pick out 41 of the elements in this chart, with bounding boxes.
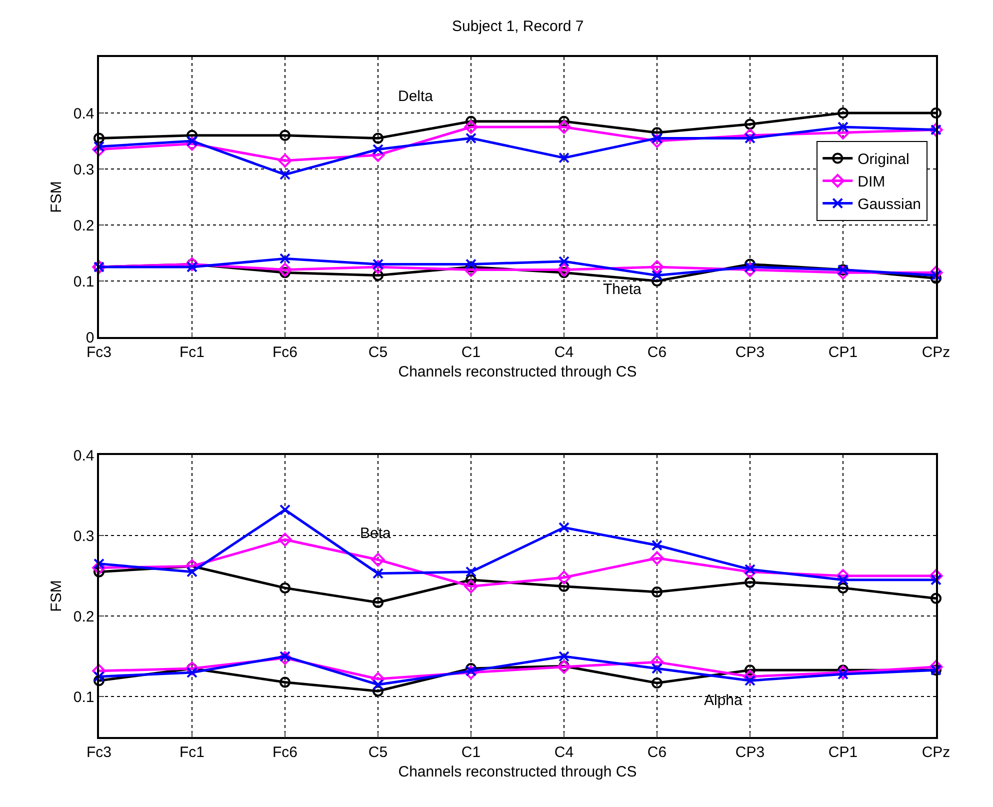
x-tick-label: C5: [368, 744, 388, 761]
y-tick-label: 0.3: [73, 528, 94, 545]
y-axis-title: FSM: [48, 580, 66, 612]
y-tick-label: 0.4: [73, 447, 94, 464]
annotation: Theta: [603, 281, 642, 298]
y-tick-label: 0.2: [73, 217, 94, 234]
y-tick-label: 0.2: [73, 608, 94, 626]
annotation: Delta: [398, 88, 434, 105]
y-tick-label: 0.4: [73, 105, 94, 122]
legend-label: DIM: [858, 174, 886, 191]
annotation: Alpha: [704, 692, 744, 709]
legend-label: Original: [858, 151, 910, 168]
x-tick-label: CPz: [922, 344, 950, 361]
x-tick-label: C6: [647, 744, 667, 761]
annotation: Beta: [360, 525, 392, 542]
x-tick-label: Fc6: [272, 344, 298, 361]
x-tick-label: C1: [461, 744, 481, 761]
y-tick-label: 0.1: [73, 688, 94, 706]
x-tick-label: C1: [461, 344, 481, 361]
x-tick-label: Fc6: [272, 744, 298, 761]
chart-title: Subject 1, Record 7: [452, 18, 584, 35]
x-tick-label: CP3: [735, 744, 765, 761]
y-tick-label: 0.3: [73, 161, 94, 178]
y-tick-label: 0.1: [73, 273, 94, 290]
x-tick-label: C6: [647, 344, 667, 361]
x-tick-label: C4: [554, 344, 574, 361]
x-tick-label: Fc1: [179, 744, 205, 761]
x-axis-title: Channels reconstructed through CS: [398, 763, 637, 780]
x-tick-label: CP1: [828, 344, 858, 361]
legend-label: Gaussian: [858, 196, 922, 214]
x-tick-label: Fc3: [86, 344, 112, 361]
x-tick-label: CP3: [735, 344, 765, 361]
y-tick-label: 0: [86, 329, 94, 346]
x-tick-label: C5: [368, 344, 388, 361]
x-tick-label: Fc1: [179, 344, 205, 361]
y-axis-title: FSM: [48, 181, 66, 213]
x-tick-label: CPz: [922, 744, 950, 761]
x-tick-label: Fc3: [86, 744, 112, 761]
x-axis-title: Channels reconstructed through CS: [398, 363, 637, 380]
x-tick-label: C4: [554, 744, 574, 761]
x-tick-label: CP1: [828, 744, 858, 761]
